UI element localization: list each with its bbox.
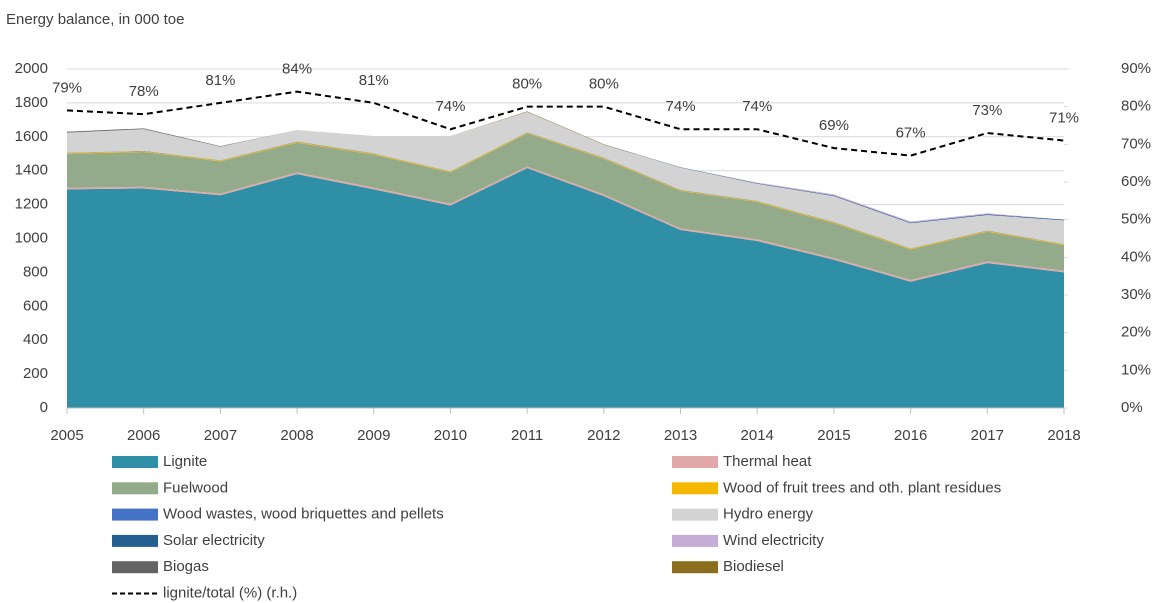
area	[67, 111, 1064, 249]
y2-tick-label: 0%	[1121, 399, 1143, 416]
y-tick-label: 600	[23, 297, 48, 314]
x-tick-label: 2012	[587, 427, 620, 444]
y2-tick-label: 90%	[1121, 60, 1151, 77]
x-tick-label: 2007	[204, 427, 237, 444]
x-tick-label: 2006	[127, 427, 160, 444]
x-tick-label: 2018	[1047, 427, 1080, 444]
y-tick-label: 1200	[15, 196, 48, 213]
data-label: 73%	[972, 102, 1002, 119]
data-label: 69%	[819, 117, 849, 134]
y-tick-label: 200	[23, 365, 48, 382]
data-label: 80%	[589, 76, 619, 93]
x-tick-label: 2008	[280, 427, 313, 444]
y2-tick-label: 80%	[1121, 98, 1151, 115]
y2-tick-label: 70%	[1121, 135, 1151, 152]
legend-label: Wood wastes, wood briquettes and pellets	[163, 506, 444, 523]
data-label: 71%	[1049, 110, 1079, 127]
x-tick-label: 2016	[894, 427, 927, 444]
y-tick-label: 1000	[15, 229, 48, 246]
data-label: 74%	[742, 98, 772, 115]
x-tick-label: 2014	[741, 427, 774, 444]
area	[67, 168, 1064, 408]
y2-tick-label: 40%	[1121, 248, 1151, 265]
area	[67, 133, 1064, 281]
legend-swatch	[672, 508, 718, 521]
legend-label: Biogas	[163, 558, 209, 575]
legend-label: lignite/total (%) (r.h.)	[163, 584, 297, 601]
x-tick-label: 2005	[50, 427, 83, 444]
y2-tick-label: 50%	[1121, 211, 1151, 228]
y-tick-label: 800	[23, 263, 48, 280]
y2-tick-label: 30%	[1121, 286, 1151, 303]
legend-label: Hydro energy	[723, 506, 814, 523]
legend-label: Thermal heat	[723, 453, 812, 470]
legend-label: Fuelwood	[163, 479, 228, 496]
y-tick-label: 0	[40, 399, 48, 416]
data-label: 79%	[52, 79, 82, 96]
legend-label: Biodiesel	[723, 558, 784, 575]
data-label: 84%	[282, 61, 312, 78]
x-tick-label: 2011	[511, 427, 543, 444]
legend-swatch	[112, 456, 158, 468]
data-label: 81%	[359, 72, 389, 89]
legend-swatch	[672, 561, 718, 574]
legend-label: Lignite	[163, 453, 207, 470]
legend-label: Solar electricity	[163, 532, 265, 549]
data-label: 80%	[512, 76, 542, 93]
legend-swatch	[672, 456, 718, 468]
y2-tick-label: 20%	[1121, 324, 1151, 341]
legend-swatch	[672, 534, 718, 547]
data-label: 74%	[435, 98, 465, 115]
data-label: 81%	[205, 72, 235, 89]
data-label: 74%	[666, 98, 696, 115]
chart-title: Energy balance, in 000 toe	[6, 11, 184, 28]
y-tick-label: 1600	[15, 128, 48, 145]
y-tick-label: 2000	[15, 60, 48, 77]
legend-swatch	[112, 508, 158, 521]
legend-swatch	[112, 482, 158, 495]
y-tick-label: 400	[23, 331, 48, 348]
y-tick-label: 1800	[15, 94, 48, 111]
y2-tick-label: 10%	[1121, 361, 1151, 378]
legend-label: Wood of fruit trees and oth. plant resid…	[723, 479, 1001, 496]
x-tick-label: 2010	[434, 427, 467, 444]
legend-swatch	[112, 534, 158, 547]
y-tick-label: 1400	[15, 162, 48, 179]
y2-tick-label: 60%	[1121, 173, 1151, 190]
legend-swatch	[672, 482, 718, 495]
x-tick-label: 2017	[971, 427, 1004, 444]
legend-swatch	[112, 561, 158, 574]
x-tick-label: 2015	[817, 427, 850, 444]
data-label: 78%	[129, 83, 159, 100]
x-tick-label: 2009	[357, 427, 390, 444]
areas	[67, 111, 1064, 408]
legend-label: Wind electricity	[723, 532, 824, 549]
x-tick-label: 2013	[664, 427, 697, 444]
data-label: 67%	[896, 125, 926, 142]
